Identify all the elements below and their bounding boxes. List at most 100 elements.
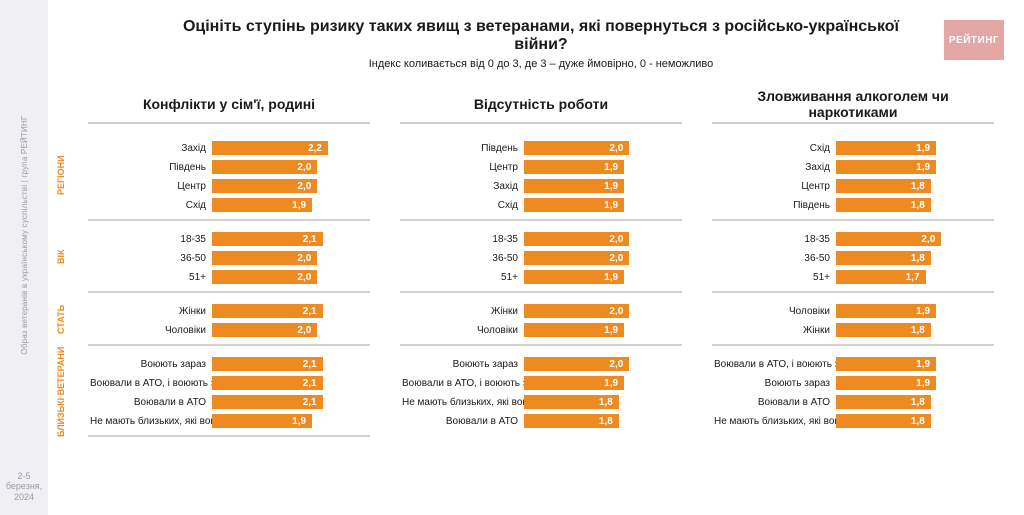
bar-row: Жінки2,0 [402, 303, 682, 319]
bar: 1,9 [836, 160, 936, 174]
bar-track: 2,1 [212, 304, 370, 318]
group: Захід2,2Південь2,0Центр2,0Схід1,9 [88, 130, 370, 221]
bar-value: 2,0 [921, 234, 935, 245]
bar-track: 2,2 [212, 141, 370, 155]
bar-track: 1,8 [524, 414, 682, 428]
bar-track: 2,1 [212, 395, 370, 409]
bar-label: 18-35 [90, 234, 212, 245]
bar-value: 1,9 [916, 143, 930, 154]
bar-label: Воювали в АТО, і воюють зараз [714, 359, 836, 370]
group: Воюють зараз 2,0 Воювали в АТО, і воюють з… [400, 346, 682, 435]
bar: 1,8 [836, 198, 931, 212]
bar: 1,9 [524, 376, 624, 390]
bar-label: Південь [714, 200, 836, 211]
bar-value: 1,9 [916, 306, 930, 317]
bar-label: Воювали в АТО, і воюють зараз [90, 378, 212, 389]
bar-value: 1,9 [916, 359, 930, 370]
bar-value: 1,9 [292, 200, 306, 211]
bar-row: Схід 1,9 [714, 140, 994, 156]
bar-label: 36-50 [714, 253, 836, 264]
bar: 1,8 [836, 323, 931, 337]
bar: 1,9 [524, 198, 624, 212]
bar-value: 2,0 [609, 143, 623, 154]
bar-label: Не мають близьких, які воюють [714, 416, 836, 427]
bar-label: Воюють зараз [714, 378, 836, 389]
side-group-labels: РЕГІОНИВІКСТАТЬБЛИЗЬКІ ВЕТЕРАНИ [52, 130, 86, 437]
bar-row: Чоловіки1,9 [402, 322, 682, 338]
main-content: Оцініть ступінь ризику таких явищ з вете… [48, 0, 1024, 515]
bar-track: 1,9 [212, 198, 370, 212]
bar-value: 2,0 [297, 325, 311, 336]
sidebar-vertical-text: Образ ветеранів в українському суспільст… [20, 0, 29, 471]
bar: 1,9 [212, 198, 312, 212]
bar-value: 2,0 [609, 359, 623, 370]
bar: 2,0 [524, 357, 629, 371]
bar: 2,0 [212, 179, 317, 193]
bar-label: Чоловіки [90, 325, 212, 336]
bar: 2,1 [212, 232, 323, 246]
bar-row: 18-352,0 [402, 231, 682, 247]
bar-track: 2,0 [212, 270, 370, 284]
bar-value: 1,8 [911, 181, 925, 192]
bar-row: Центр1,9 [402, 159, 682, 175]
bar-label: Воюють зараз [90, 359, 212, 370]
bar-track: 1,7 [836, 270, 994, 284]
bar-track: 2,0 [836, 232, 994, 246]
bar: 2,0 [524, 251, 629, 265]
bar-row: Воювали в АТО1,8 [714, 394, 994, 410]
bar-label: 18-35 [714, 234, 836, 245]
bar-value: 1,9 [604, 378, 618, 389]
bar-track: 2,1 [212, 376, 370, 390]
bar: 2,1 [212, 357, 323, 371]
bar-track: 2,0 [212, 323, 370, 337]
bar: 1,8 [836, 251, 931, 265]
bar-value: 2,1 [303, 359, 317, 370]
bar-row: 36-501,8 [714, 250, 994, 266]
bar-value: 1,8 [911, 416, 925, 427]
bar-track: 2,0 [524, 232, 682, 246]
bar-track: 2,0 [212, 251, 370, 265]
bar-track: 1,9 [524, 160, 682, 174]
bar: 1,9 [212, 414, 312, 428]
bar-row: 36-502,0 [90, 250, 370, 266]
bar-label: Схід [714, 143, 836, 154]
bar-track: 1,9 [524, 198, 682, 212]
bar-label: Воювали в АТО [714, 397, 836, 408]
group: Жінки2,1Чоловіки 2,0 [88, 293, 370, 346]
bar: 1,8 [524, 395, 619, 409]
bar-label: 36-50 [402, 253, 524, 264]
bar-row: Південь2,0 [90, 159, 370, 175]
bar-track: 1,8 [836, 414, 994, 428]
bar-track: 1,8 [836, 198, 994, 212]
bar-label: Воювали в АТО, і воюють зараз [402, 378, 524, 389]
bar-row: Не мають близьких, які воюють 1,8 [714, 413, 994, 429]
bar-row: 51+1,7 [714, 269, 994, 285]
bar-track: 2,0 [212, 160, 370, 174]
bar-row: Схід1,9 [90, 197, 370, 213]
bar-row: Не мають близьких, які воюють1,8 [402, 394, 682, 410]
group: 18-35 2,0 36-501,8 51+1,7 [712, 221, 994, 293]
bar-value: 2,0 [609, 253, 623, 264]
bar-row: Воювали в АТО1,8 [402, 413, 682, 429]
bar-row: Захід2,2 [90, 140, 370, 156]
groups-container: Південь2,0Центр1,9Захід1,9Схід1,918-352,… [400, 130, 682, 435]
bar: 1,9 [836, 357, 936, 371]
bar-label: Воюють зараз [402, 359, 524, 370]
bar-track: 2,0 [524, 304, 682, 318]
chart-column: Зловживання алкоголем чи наркотикамиСхід… [712, 86, 994, 437]
bar: 1,9 [836, 376, 936, 390]
bar-label: 51+ [90, 272, 212, 283]
bar-row: Центр1,8 [714, 178, 994, 194]
page-title: Оцініть ступінь ризику таких явищ з вете… [88, 18, 994, 54]
bar-track: 1,9 [524, 179, 682, 193]
bar: 2,0 [212, 160, 317, 174]
bar: 2,1 [212, 376, 323, 390]
bar-track: 1,9 [836, 160, 994, 174]
bar-label: Жінки [90, 306, 212, 317]
bar-track: 2,0 [524, 141, 682, 155]
bar-value: 2,0 [609, 306, 623, 317]
bar-value: 1,9 [604, 325, 618, 336]
bar-row: 36-50 2,0 [402, 250, 682, 266]
bar-value: 1,9 [604, 181, 618, 192]
bar-label: Захід [714, 162, 836, 173]
